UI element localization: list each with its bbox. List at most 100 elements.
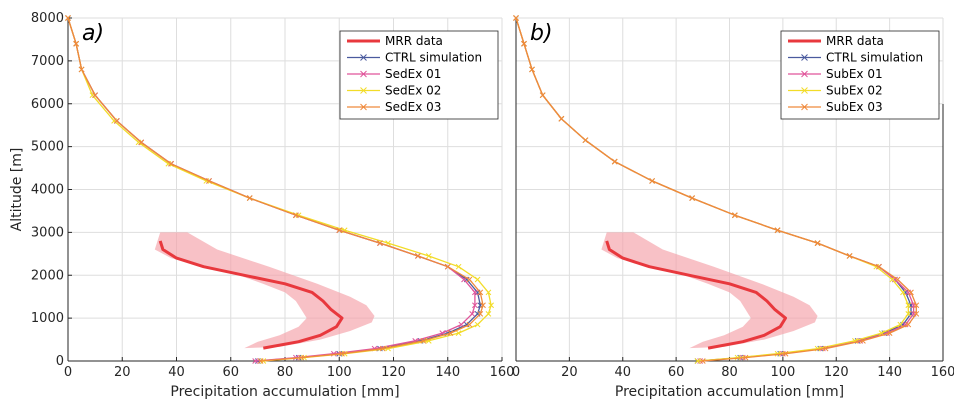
marker-stroke [860,337,866,344]
point-ex2 [425,253,432,259]
x-tick-label: 40 [168,365,185,380]
point-ex2 [900,289,906,296]
y-tick-label: 4000 [31,183,64,198]
point-ex3 [905,321,912,328]
x-tick-label: 100 [770,365,795,380]
marker-stroke [339,350,345,357]
marker-stroke [472,302,478,309]
marker-stroke [206,178,212,184]
marker-stroke [377,240,383,246]
point-ex3 [257,358,264,364]
marker-stroke [582,137,589,144]
legend-label: SedEx 01 [385,67,441,81]
point-ex2 [455,263,462,270]
point-ex3 [582,137,589,144]
point-ex3 [336,227,343,234]
legend-marker [360,70,367,78]
x-tick-label: 20 [114,365,131,380]
legend-label: MRR data [385,34,443,48]
marker-stroke [913,302,920,309]
marker-stroke [900,289,906,296]
marker-stroke [336,227,343,234]
point-ex3 [649,178,655,184]
point-ex3 [913,310,920,317]
x-tick-label: 0 [512,365,520,380]
y-tick-label: 3000 [31,225,64,240]
legend-label: MRR data [826,34,884,48]
point-ex3 [731,212,738,219]
marker-stroke [292,212,299,219]
x-axis-label: Precipitation accumulation [mm] [170,384,399,400]
marker-stroke [246,195,253,201]
point-ex3 [206,178,212,184]
marker-stroke [458,321,465,328]
grid [67,17,503,362]
legend-marker [360,54,367,61]
x-tick-label: 160 [931,365,954,380]
point-ex3 [73,40,79,47]
y-tick-label: 2000 [31,268,64,283]
marker-stroke [488,302,495,309]
point-ex3 [689,195,695,201]
point-ex2 [897,321,904,328]
y-tick-label: 7000 [31,54,64,69]
legend-marker [360,103,367,111]
marker-stroke [894,276,901,283]
point-ex1 [252,358,259,364]
marker-stroke [455,263,462,270]
marker-stroke [905,321,912,328]
x-tick-label: 40 [614,365,631,380]
x-tick-label: 160 [490,365,515,380]
y-tick-label: 5000 [31,140,64,155]
panel-label: a) [82,21,104,46]
legend-item-ex2: SubEx 02 [788,84,883,98]
point-ex3 [558,115,565,122]
panel-label: b) [530,21,553,46]
point-ex3 [78,66,85,73]
marker-stroke [92,92,98,99]
legend-item-mrr: MRR data [347,34,443,48]
point-ex3 [377,240,383,246]
point-ex2 [774,350,781,357]
point-ex3 [246,195,253,201]
point-ex3 [92,92,98,99]
marker-stroke [480,302,486,309]
legend-label: SedEx 03 [385,100,441,114]
marker-stroke [474,276,481,283]
point-ex3 [480,302,486,309]
legend-marker [360,87,367,94]
point-ex3 [742,354,749,361]
x-tick-label: 60 [668,365,685,380]
marker-stroke [455,330,462,336]
marker-stroke [913,310,920,317]
marker-stroke [474,321,481,328]
point-ex3 [477,289,484,296]
marker-stroke [113,118,120,124]
series-mrr [158,240,344,350]
panel-a: 0 20 40 60 80 100 120 140 160 0 1000 2000 3000 4000 50… [9,11,514,400]
marker-stroke [774,350,781,357]
y-axis-label: Altitude [m] [9,148,25,232]
legend-item-ctrl: CTRL simulation [347,51,482,65]
point-ex3 [529,66,535,73]
marker-stroke [257,358,264,364]
point-ex3 [298,354,305,361]
y-tick-label: 8000 [31,11,64,26]
point-ex3 [782,350,789,357]
legend-marker [801,87,808,94]
point-ex2 [474,321,481,328]
point-ex3 [379,345,386,352]
marker-stroke [379,345,386,352]
point-ex3 [444,263,451,270]
point-ex3 [65,15,71,21]
x-tick-label: 20 [561,365,578,380]
marker-stroke [689,195,695,201]
marker-stroke [444,263,451,270]
legend-marker [801,54,808,61]
series-line-mrr [605,240,787,350]
legend: MRR data CTRL simulation SubEx 01 SubEx 02 S… [780,30,940,120]
point-ex2 [488,302,495,309]
series-ex3 [513,15,920,364]
legend-marker [801,70,808,78]
x-axis-label: Precipitation accumulation [mm] [615,384,844,400]
